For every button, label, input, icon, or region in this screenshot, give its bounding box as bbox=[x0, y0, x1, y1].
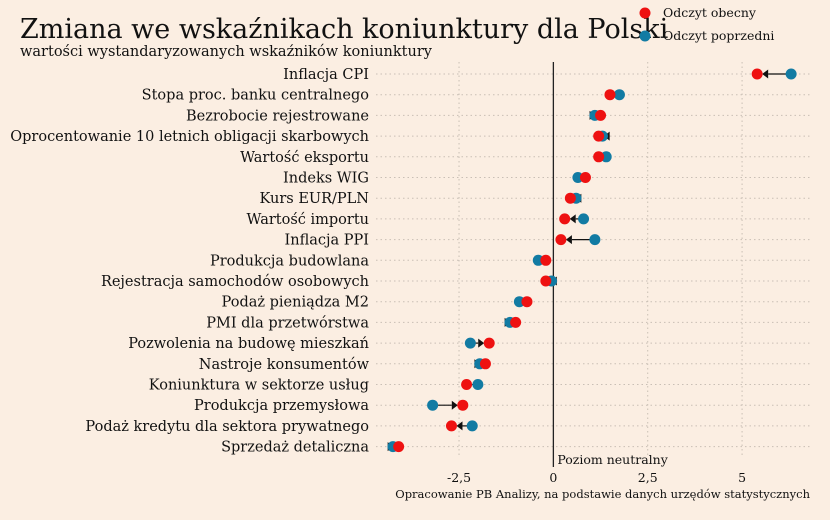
point-previous bbox=[589, 234, 601, 246]
source-note: Opracowanie PB Analizy, na podstawie dan… bbox=[395, 487, 810, 501]
point-current bbox=[510, 316, 522, 328]
category-label: Rejestracja samochodów osobowych bbox=[101, 274, 369, 290]
x-tick-label: 0 bbox=[549, 470, 557, 485]
category-label: Oprocentowanie 10 letnich obligacji skar… bbox=[10, 129, 369, 145]
data-rows: Inflacja CPI Stopa proc. banku centralneg… bbox=[10, 67, 797, 456]
point-current bbox=[559, 213, 571, 225]
change-arrow-head bbox=[565, 235, 572, 245]
point-current bbox=[564, 192, 576, 204]
category-label: PMI dla przetwórstwa bbox=[206, 315, 369, 331]
category-label: Podaż kredytu dla sektora prywatnego bbox=[85, 419, 369, 435]
legend-marker-previous bbox=[639, 30, 651, 42]
point-current bbox=[461, 379, 473, 390]
category-label: Indeks WIG bbox=[283, 171, 369, 187]
neutral-line-group: Poziom neutralny bbox=[552, 62, 669, 467]
point-current bbox=[457, 399, 469, 411]
category-label: Inflacja CPI bbox=[283, 67, 369, 83]
point-previous bbox=[464, 337, 476, 349]
neutral-line-label: Poziom neutralny bbox=[557, 452, 668, 467]
category-label: Pozwolenia na budowę mieszkań bbox=[128, 336, 369, 352]
point-current bbox=[393, 441, 405, 453]
category-label: Stopa proc. banku centralnego bbox=[142, 88, 369, 104]
chart-subtitle: wartości wystandaryzowanych wskaźników k… bbox=[20, 44, 433, 60]
point-previous bbox=[785, 68, 797, 80]
point-current bbox=[579, 172, 591, 183]
category-label: Wartość importu bbox=[247, 212, 369, 228]
category-label: Wartość eksportu bbox=[240, 150, 369, 166]
category-label: Podaż pieniądza M2 bbox=[222, 295, 369, 311]
point-current bbox=[540, 275, 552, 287]
point-current bbox=[445, 420, 457, 432]
point-previous bbox=[532, 254, 544, 266]
category-label: Produkcja budowlana bbox=[210, 253, 369, 269]
category-label: Koniunktura w sektorze usług bbox=[149, 378, 369, 394]
change-arrow-head bbox=[478, 338, 485, 348]
change-arrow-head bbox=[456, 421, 463, 431]
point-current bbox=[595, 109, 607, 121]
point-current bbox=[483, 337, 495, 349]
point-previous bbox=[472, 379, 484, 390]
point-current bbox=[593, 151, 605, 163]
category-label: Kurs EUR/PLN bbox=[259, 191, 369, 207]
point-current bbox=[604, 89, 616, 101]
x-tick-label: -2,5 bbox=[447, 470, 471, 485]
category-label: Bezrobocie rejestrowane bbox=[186, 108, 369, 124]
x-axis-ticks: -2,5 0 2,5 5 bbox=[447, 470, 746, 485]
change-arrow-head bbox=[451, 400, 458, 410]
point-previous bbox=[600, 151, 612, 163]
change-arrow-head bbox=[762, 69, 769, 79]
point-current bbox=[521, 296, 533, 308]
legend-label-current: Odczyt obecny bbox=[663, 5, 757, 20]
point-current bbox=[479, 358, 491, 370]
point-current bbox=[593, 130, 605, 142]
point-previous bbox=[513, 296, 525, 308]
gridlines bbox=[376, 62, 810, 457]
point-previous bbox=[613, 89, 625, 101]
x-tick-label: 2,5 bbox=[638, 470, 658, 485]
category-label: Inflacja PPI bbox=[285, 233, 370, 249]
point-current bbox=[540, 254, 552, 266]
category-label: Produkcja przemysłowa bbox=[194, 398, 369, 414]
point-previous bbox=[427, 399, 439, 411]
category-label: Sprzedaż detaliczna bbox=[221, 440, 369, 456]
chart-title: Zmiana we wskaźnikach koniunktury dla Po… bbox=[20, 14, 669, 45]
point-current bbox=[751, 68, 763, 80]
point-current bbox=[555, 234, 567, 246]
point-previous bbox=[578, 213, 590, 225]
point-previous bbox=[466, 420, 478, 432]
change-arrow-head bbox=[569, 214, 576, 224]
legend-marker-current bbox=[639, 7, 651, 19]
point-previous bbox=[572, 172, 584, 183]
legend: Odczyt obecny Odczyt poprzedni bbox=[639, 5, 774, 43]
x-tick-label: 5 bbox=[738, 470, 746, 485]
legend-label-previous: Odczyt poprzedni bbox=[663, 28, 774, 43]
category-label: Nastroje konsumentów bbox=[199, 357, 370, 373]
